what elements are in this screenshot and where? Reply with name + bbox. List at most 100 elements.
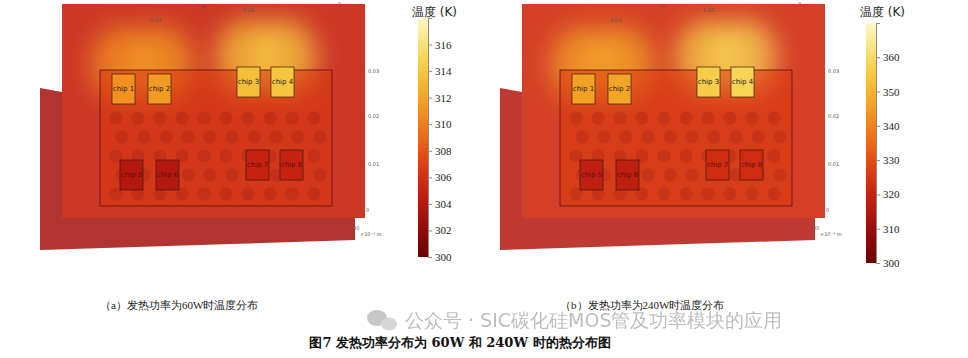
chip <box>246 150 269 180</box>
tick: 314 <box>428 65 452 77</box>
fin <box>686 131 699 144</box>
fin <box>768 150 781 163</box>
tick: 312 <box>428 92 452 104</box>
chip <box>271 67 294 97</box>
fin <box>264 112 277 125</box>
chip <box>120 160 143 190</box>
tick: 316 <box>428 39 452 51</box>
fin <box>242 112 255 125</box>
chip-label: chip 6 <box>617 171 639 179</box>
chip-label: chip 5 <box>581 171 602 179</box>
chip <box>608 74 631 104</box>
tick-label: 310 <box>883 223 900 235</box>
fin <box>774 169 787 182</box>
fin <box>242 188 255 201</box>
fin <box>154 112 167 125</box>
fin <box>752 131 765 144</box>
fin <box>308 188 321 201</box>
chip <box>280 150 303 180</box>
axis-text: 0 <box>366 207 369 213</box>
tick-mark <box>428 151 432 152</box>
axis-text: 30 <box>353 225 359 231</box>
tick-label: 308 <box>435 145 452 157</box>
fin <box>220 188 233 201</box>
fin <box>182 169 195 182</box>
tick-mark <box>428 177 432 178</box>
axis-text: 0.03 <box>368 68 379 74</box>
fin <box>658 150 671 163</box>
tick: 340 <box>876 120 900 132</box>
fin <box>642 131 655 144</box>
axis-text: 0.02 <box>243 7 254 13</box>
fin <box>724 188 737 201</box>
fin <box>730 131 743 144</box>
fin <box>636 112 649 125</box>
fin <box>220 150 233 163</box>
tick: 308 <box>428 145 452 157</box>
tick: 310 <box>428 118 452 130</box>
fin <box>680 150 693 163</box>
tick-label: 330 <box>883 154 900 166</box>
chip <box>740 150 763 180</box>
fin <box>746 188 759 201</box>
axis-text: m <box>200 3 205 9</box>
fin <box>598 131 611 144</box>
chip-label: chip 5 <box>121 171 142 179</box>
chip <box>148 74 171 104</box>
chip-label: chip 2 <box>149 85 170 93</box>
fin <box>198 112 211 125</box>
axis-text: 0 <box>338 1 341 7</box>
fin <box>270 131 283 144</box>
fin <box>702 188 715 201</box>
tick-label: 300 <box>883 257 900 269</box>
tick-mark <box>428 204 432 205</box>
fin <box>198 188 211 201</box>
fin <box>620 131 633 144</box>
chip-label: chip 1 <box>573 85 594 93</box>
watermark: 公众号 · SIC碳化硅MOS管及功率模块的应用 <box>367 309 782 331</box>
tick-mark <box>876 160 880 161</box>
axis-text: 0.02 <box>828 113 839 119</box>
colorbar-axis: 300 302 304 306 308 310 312 314 316 <box>428 19 452 264</box>
fin <box>314 169 327 182</box>
axis-line <box>877 24 881 264</box>
tick: 302 <box>428 224 452 236</box>
fin <box>768 112 781 125</box>
fin <box>308 112 321 125</box>
fin <box>570 112 583 125</box>
chip <box>572 74 595 104</box>
chip-label: chip 8 <box>281 161 302 169</box>
tick-mark <box>428 98 432 99</box>
chip <box>706 150 729 180</box>
tick-mark <box>876 57 880 58</box>
tick-label: 302 <box>435 224 452 236</box>
board <box>100 70 332 206</box>
tick: 300 <box>876 257 900 269</box>
fin <box>226 131 239 144</box>
tick-label: 340 <box>883 120 900 132</box>
tick-label: 314 <box>435 65 452 77</box>
chip-label: chip 6 <box>157 171 179 179</box>
subcaption: （a）发热功率为60W时温度分布 <box>100 299 258 311</box>
chip <box>112 74 135 104</box>
chip-label: chip 4 <box>272 78 294 86</box>
axis-text: 0.01 <box>828 161 839 167</box>
tick-mark <box>428 71 432 72</box>
chip <box>731 67 754 97</box>
axis-text: 0.02 <box>368 113 379 119</box>
chip-label: chip 4 <box>732 78 754 86</box>
fin <box>182 131 195 144</box>
watermark-icon <box>381 318 397 331</box>
chip-label: chip 2 <box>609 85 630 93</box>
tick-label: 316 <box>435 39 452 51</box>
board <box>560 70 792 206</box>
tick: 350 <box>876 86 900 98</box>
fin <box>308 150 321 163</box>
fin <box>286 188 299 201</box>
tick-label: 300 <box>435 251 452 263</box>
fin <box>680 112 693 125</box>
tick-label: 304 <box>435 198 452 210</box>
tick-label: 310 <box>435 118 452 130</box>
tick-label: 306 <box>435 171 452 183</box>
tick: 310 <box>876 223 900 235</box>
